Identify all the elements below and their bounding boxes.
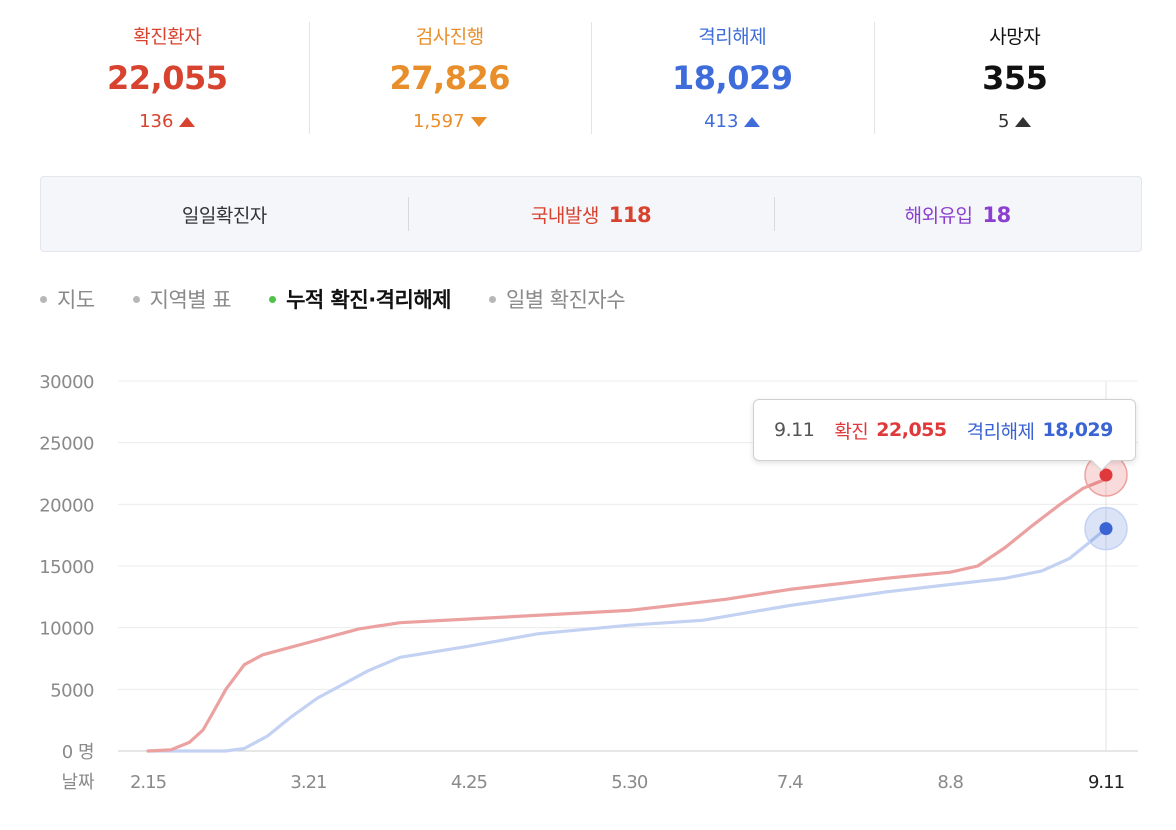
series-line	[146, 527, 1108, 753]
x-tick-label: 8.8	[937, 772, 963, 793]
stat-delta: 5	[874, 111, 1157, 132]
daily-confirmed-box: 일일확진자 국내발생 118 해외유입 18	[40, 176, 1142, 252]
tab-daily-count[interactable]: 일별 확진자수	[488, 284, 626, 314]
daily-title: 일일확진자	[181, 204, 267, 227]
bullet-icon	[40, 295, 47, 303]
x-tick-label: 4.25	[451, 772, 487, 793]
tooltip-confirmed-value: 22,055	[876, 419, 947, 441]
tab-region-table[interactable]: 지역별 표	[132, 284, 232, 314]
x-tick-label: 2.15	[130, 772, 166, 793]
stat-deaths: 사망자 355 5	[873, 18, 1157, 138]
down-arrow-icon	[470, 117, 487, 127]
tab-map[interactable]: 지도	[40, 284, 95, 314]
stat-value: 22,055	[107, 59, 228, 97]
overseas-value: 18	[982, 202, 1012, 227]
tab-label: 지도	[57, 288, 95, 312]
series-line	[146, 477, 1108, 753]
stat-delta: 413	[591, 111, 874, 132]
stat-label: 격리해제	[698, 26, 767, 48]
stat-testing: 검사진행 27,826 1,597	[308, 18, 592, 138]
up-arrow-icon	[744, 117, 761, 127]
up-arrow-icon	[179, 117, 196, 127]
x-tick-label: 9.11	[1088, 772, 1124, 793]
tooltip-released-value: 18,029	[1042, 419, 1114, 441]
stat-value: 18,029	[672, 59, 793, 97]
x-axis-label: 날짜	[61, 772, 95, 793]
cumulative-chart: 0 명 5000 10000 15000 20000 25000 30000 날짜 2.15 3.…	[39, 372, 1138, 793]
stat-delta-value: 1,597	[412, 111, 465, 132]
tab-cumulative[interactable]: 누적 확진·격리해제	[269, 284, 451, 314]
overseas-label: 해외유입	[904, 204, 973, 227]
stat-label: 확진환자	[133, 26, 202, 48]
chart-tooltip: 9.11 확진 22,055 격리해제 18,029	[753, 399, 1136, 461]
bullet-icon	[269, 295, 277, 303]
y-tick-label: 0 명	[62, 742, 94, 763]
tab-label: 일별 확진자수	[505, 288, 626, 312]
tooltip-date: 9.11	[774, 419, 815, 441]
daily-domestic: 국내발생 118	[407, 196, 775, 231]
stat-confirmed: 확진환자 22,055 136	[26, 18, 309, 138]
daily-overseas: 해외유입 18	[774, 196, 1141, 231]
tooltip-released-label: 격리해제	[966, 420, 1035, 443]
stat-delta: 136	[26, 111, 309, 132]
stat-released: 격리해제 18,029 413	[591, 18, 874, 138]
stat-delta-value: 413	[704, 111, 739, 132]
stat-delta-value: 5	[998, 111, 1010, 132]
up-arrow-icon	[1015, 117, 1032, 127]
stat-label: 사망자	[989, 26, 1041, 48]
bullet-icon	[488, 295, 496, 303]
domestic-value: 118	[608, 202, 652, 227]
y-tick-label: 5000	[50, 680, 94, 701]
y-tick-label: 20000	[39, 495, 94, 516]
stat-value: 27,826	[389, 59, 511, 97]
tab-label: 지역별 표	[149, 288, 232, 312]
series-end-point	[1099, 468, 1113, 482]
view-tabs: 지도 지역별 표 누적 확진·격리해제 일별 확진자수	[40, 284, 626, 314]
y-tick-label: 25000	[39, 434, 94, 455]
x-tick-label: 7.4	[777, 772, 803, 793]
summary-stats: 확진환자 22,055 136 검사진행 27,826 1,597 격리해제 1…	[26, 18, 1156, 138]
series-end-point	[1099, 522, 1113, 536]
stat-delta: 1,597	[309, 111, 592, 132]
bullet-icon	[132, 295, 140, 303]
x-tick-label: 3.21	[290, 772, 326, 793]
x-tick-label: 5.30	[611, 772, 648, 793]
stat-delta-value: 136	[139, 111, 174, 132]
y-tick-label: 30000	[39, 372, 94, 393]
y-tick-label: 10000	[39, 619, 94, 640]
stat-value: 355	[982, 59, 1048, 97]
domestic-label: 국내발생	[530, 204, 599, 227]
y-tick-label: 15000	[39, 557, 94, 578]
tab-label: 누적 확진·격리해제	[286, 288, 451, 312]
tooltip-confirmed-label: 확진	[834, 420, 869, 443]
stat-label: 검사진행	[415, 26, 484, 48]
